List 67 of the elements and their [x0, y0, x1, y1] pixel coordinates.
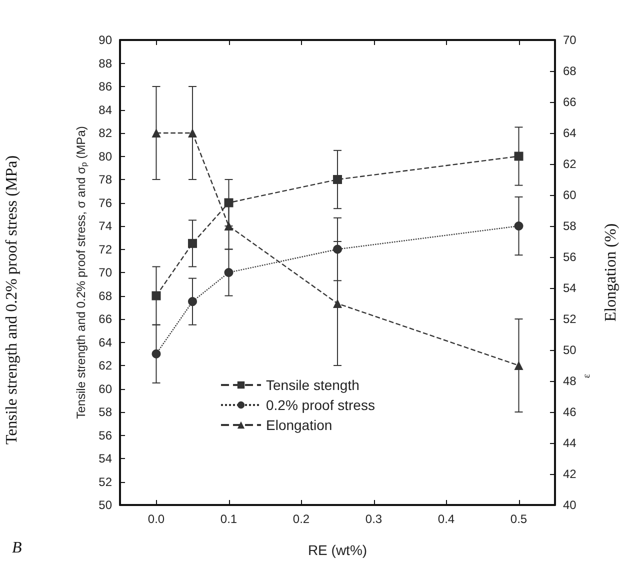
y2-tick-label: 60: [563, 188, 577, 202]
y2-tick-label: 42: [563, 467, 577, 481]
point: [333, 244, 342, 254]
point: [514, 152, 524, 161]
y2-tick-label: 70: [563, 33, 577, 47]
y-tick-label: 74: [98, 219, 112, 233]
y2-tick-label: 40: [563, 498, 577, 512]
y-tick-label: 80: [98, 149, 112, 164]
y-axis-title: Tensile strength and 0.2% proof stress, σ and σp (MPa): [74, 126, 88, 419]
point: [333, 299, 342, 308]
x-tick-label: 0.3: [365, 512, 382, 526]
y-tick-label: 86: [98, 80, 112, 94]
text: Tensile strength and 0.2% proof stress (MPa): [4, 155, 20, 445]
y-tick-label: 84: [98, 102, 112, 117]
y2-tick-label: 56: [563, 250, 577, 264]
y-tick-label: 72: [98, 242, 112, 256]
y-tick-label: 66: [98, 312, 112, 326]
text: B: [12, 540, 22, 556]
y2-tick-label: 54: [563, 281, 577, 295]
y-tick-label: 82: [98, 126, 112, 140]
point: [224, 222, 234, 230]
point: [514, 361, 524, 370]
point: [188, 297, 197, 306]
text: ε: [582, 374, 592, 378]
y2-tick-label: 44: [563, 436, 577, 450]
y2-tick-label: 62: [563, 157, 577, 171]
y-tick-label: 60: [98, 382, 112, 396]
y-tick-label: 62: [98, 358, 112, 372]
point: [514, 222, 524, 230]
point: [333, 175, 342, 184]
legend-label: Elongation: [266, 417, 332, 433]
point: [188, 238, 197, 248]
y-tick-label: 64: [98, 335, 112, 350]
y-tick-label: 76: [98, 196, 112, 210]
point: [224, 268, 234, 277]
x-tick-label: 0.2: [292, 512, 310, 526]
x-tick-label: 0.1: [220, 512, 238, 526]
y-tick-label: 88: [98, 56, 112, 70]
y-tick-label: 58: [98, 405, 112, 419]
y2-tick-label: 52: [563, 312, 577, 326]
x-tick-label: 0.5: [510, 512, 528, 526]
point: [152, 128, 161, 138]
point: [152, 291, 161, 300]
point: [188, 128, 197, 138]
y2-tick-label: 58: [563, 219, 577, 233]
y-tick-label: 56: [98, 428, 112, 442]
y2-tick-label: 64: [563, 126, 577, 140]
y2-tick-label: 48: [563, 374, 577, 388]
y2-tick-label: 68: [563, 64, 577, 78]
legend-label: Tensile stength: [266, 377, 360, 393]
y-tick-label: 54: [98, 452, 112, 466]
y2-axis-title: Elongation (%): [602, 223, 620, 322]
y2-tick-label: 50: [563, 343, 577, 357]
point: [224, 198, 234, 208]
y-tick-label: 90: [98, 33, 112, 47]
y-tick-label: 70: [98, 266, 112, 280]
point: [152, 349, 161, 358]
y-tick-label: 50: [98, 498, 112, 512]
y2-tick-label: 66: [563, 95, 577, 109]
x-axis-title: RE (wt%): [308, 542, 368, 558]
y-tick-label: 78: [98, 172, 112, 186]
legend-label: 0.2% proof stress: [266, 397, 375, 413]
y-tick-label: 52: [98, 474, 112, 489]
y2-tick-label: 46: [563, 405, 577, 419]
y-tick-label: 68: [98, 288, 112, 303]
x-tick-label: 0.4: [438, 512, 455, 526]
x-tick-label: 0.0: [148, 512, 165, 526]
